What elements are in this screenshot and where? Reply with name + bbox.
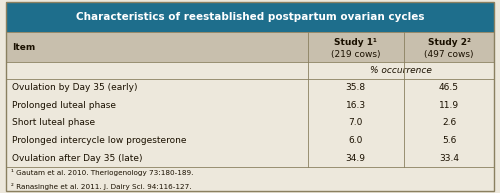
Text: Study 1¹: Study 1¹ bbox=[334, 38, 377, 47]
Bar bbox=[6, 2, 494, 32]
Text: % occurrence: % occurrence bbox=[370, 66, 432, 75]
Text: Ovulation after Day 35 (late): Ovulation after Day 35 (late) bbox=[12, 154, 142, 163]
Text: ² Ranasinghe et al. 2011. J. Dairy Sci. 94:116-127.: ² Ranasinghe et al. 2011. J. Dairy Sci. … bbox=[11, 183, 192, 190]
Text: 34.9: 34.9 bbox=[346, 154, 366, 163]
Bar bbox=[6, 132, 494, 150]
Text: 6.0: 6.0 bbox=[348, 136, 363, 145]
Text: Item: Item bbox=[12, 43, 35, 52]
Bar bbox=[6, 114, 494, 132]
Text: (497 cows): (497 cows) bbox=[424, 50, 474, 58]
Bar bbox=[6, 32, 494, 62]
Text: 2.6: 2.6 bbox=[442, 119, 456, 127]
Text: Prolonged intercycle low progesterone: Prolonged intercycle low progesterone bbox=[12, 136, 186, 145]
Text: 7.0: 7.0 bbox=[348, 119, 363, 127]
Bar bbox=[6, 167, 494, 191]
Text: ¹ Gautam et al. 2010. Theriogenology 73:180-189.: ¹ Gautam et al. 2010. Theriogenology 73:… bbox=[11, 169, 194, 176]
Bar bbox=[6, 96, 494, 114]
Bar bbox=[6, 79, 494, 96]
Text: 46.5: 46.5 bbox=[439, 83, 459, 92]
Text: Prolonged luteal phase: Prolonged luteal phase bbox=[12, 101, 116, 110]
Text: (219 cows): (219 cows) bbox=[331, 50, 380, 58]
Text: 5.6: 5.6 bbox=[442, 136, 456, 145]
Text: Characteristics of reestablished postpartum ovarian cycles: Characteristics of reestablished postpar… bbox=[76, 12, 424, 22]
Bar bbox=[6, 150, 494, 167]
Text: 11.9: 11.9 bbox=[439, 101, 459, 110]
Text: 33.4: 33.4 bbox=[439, 154, 459, 163]
Text: Ovulation by Day 35 (early): Ovulation by Day 35 (early) bbox=[12, 83, 138, 92]
Bar bbox=[6, 62, 494, 79]
Text: 16.3: 16.3 bbox=[346, 101, 366, 110]
Text: 35.8: 35.8 bbox=[346, 83, 366, 92]
Text: Study 2²: Study 2² bbox=[428, 38, 470, 47]
Text: Short luteal phase: Short luteal phase bbox=[12, 119, 95, 127]
